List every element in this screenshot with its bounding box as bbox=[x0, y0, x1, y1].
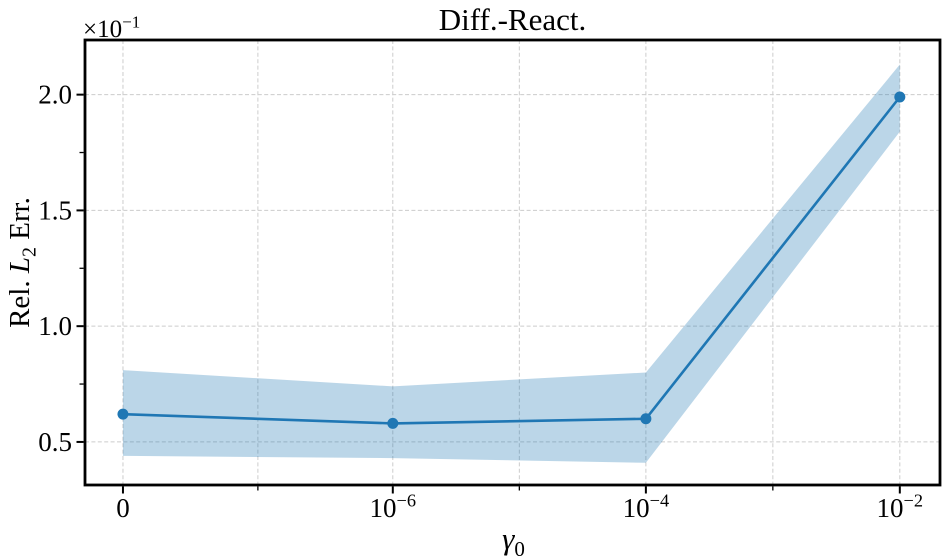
data-point bbox=[894, 91, 906, 103]
data-point bbox=[117, 408, 129, 420]
y-tick-label: 2.0 bbox=[38, 80, 72, 110]
y-tick-label: 1.5 bbox=[38, 195, 72, 225]
x-axis-label: γ0 bbox=[502, 521, 525, 560]
x-tick-label: 10−6 bbox=[370, 491, 417, 523]
axes-frame bbox=[83, 38, 942, 487]
y-tick-label: 0.5 bbox=[38, 427, 72, 457]
y-tick-label: 1.0 bbox=[38, 311, 72, 341]
confidence-band bbox=[122, 64, 900, 463]
x-tick-label: 0 bbox=[116, 493, 130, 523]
mean-line bbox=[121, 95, 902, 425]
y-axis-offset-text: ×10−1 bbox=[83, 13, 140, 44]
x-tick-label: 10−2 bbox=[877, 491, 924, 523]
data-point bbox=[387, 417, 399, 429]
chart-title: Diff.-React. bbox=[439, 2, 586, 37]
y-axis-label: Rel. L2 Err. bbox=[4, 197, 41, 328]
data-point bbox=[640, 413, 652, 425]
x-tick-label: 10−4 bbox=[623, 491, 670, 523]
